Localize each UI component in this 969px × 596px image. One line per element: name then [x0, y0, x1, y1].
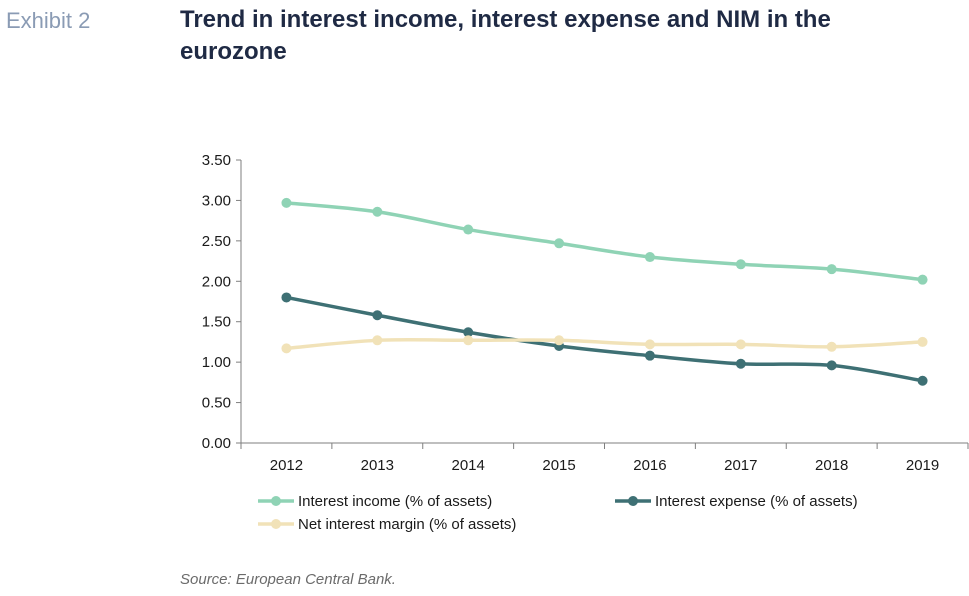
legend-label: Interest income (% of assets): [298, 493, 492, 510]
y-tick-label: 2.00: [202, 273, 231, 290]
series-3: [281, 335, 928, 354]
data-point: [917, 375, 928, 386]
y-tick-label: 3.00: [202, 192, 231, 209]
y-axis-ticks: 0.00 0.50 1.00 1.50 2.00 2.50 3.00 3.50: [202, 152, 241, 452]
legend-swatch-marker: [271, 496, 281, 506]
y-tick-label: 0.50: [202, 395, 231, 412]
x-tick-label: 2014: [452, 457, 485, 474]
data-point: [644, 339, 655, 350]
x-tick-label: 2017: [724, 457, 757, 474]
axes: [240, 160, 968, 444]
data-point: [372, 206, 383, 217]
data-point: [644, 252, 655, 263]
series-2: [281, 292, 928, 386]
x-tick-label: 2012: [270, 457, 303, 474]
x-tick-label: 2018: [815, 457, 848, 474]
legend-swatch-marker: [628, 496, 638, 506]
data-point: [826, 360, 837, 371]
data-point: [463, 327, 474, 338]
x-tick-label: 2019: [906, 457, 939, 474]
series-line: [284, 337, 925, 351]
data-point: [281, 197, 292, 208]
data-point: [372, 310, 383, 321]
data-point: [463, 224, 474, 235]
chart-title: Trend in interest income, interest expen…: [180, 6, 831, 65]
legend: Interest income (% of assets) Interest ex…: [258, 493, 858, 533]
data-point: [826, 341, 837, 352]
y-tick-label: 1.50: [202, 314, 231, 331]
series-line: [284, 201, 925, 282]
legend-item-3: Net interest margin (% of assets): [258, 516, 516, 533]
x-tick-label: 2013: [361, 457, 394, 474]
data-point: [735, 358, 746, 369]
legend-label: Net interest margin (% of assets): [298, 516, 516, 533]
data-point: [554, 238, 565, 249]
legend-item-1: Interest income (% of assets): [258, 493, 492, 510]
series-1: [281, 197, 928, 285]
data-point: [281, 343, 292, 354]
data-point: [917, 336, 928, 347]
x-axis-ticks: 2012 2013 2014 2015 2016 2017 2018 2019: [240, 443, 969, 474]
data-point: [917, 274, 928, 285]
y-tick-label: 3.50: [202, 152, 231, 169]
y-tick-label: 0.00: [202, 435, 231, 452]
line-chart: 0.000.501.001.502.002.503.003.50 2012 201…: [202, 152, 969, 533]
data-point: [463, 335, 474, 346]
data-point: [735, 339, 746, 350]
y-tick-label: 2.50: [202, 233, 231, 250]
data-point: [372, 335, 383, 346]
legend-label: Interest expense (% of assets): [655, 493, 858, 510]
data-point: [554, 335, 565, 346]
data-point: [735, 259, 746, 270]
data-point: [644, 350, 655, 361]
source-note: Source: European Central Bank.: [180, 571, 396, 588]
series-line: [284, 295, 925, 383]
exhibit-label: Exhibit 2: [6, 8, 91, 33]
x-tick-label: 2015: [542, 457, 575, 474]
data-point: [826, 264, 837, 275]
series-group: [281, 197, 928, 386]
legend-swatch-marker: [271, 519, 281, 529]
data-point: [281, 292, 292, 303]
y-tick-label: 1.00: [202, 354, 231, 371]
x-tick-label: 2016: [633, 457, 666, 474]
legend-item-2: Interest expense (% of assets): [615, 493, 858, 510]
